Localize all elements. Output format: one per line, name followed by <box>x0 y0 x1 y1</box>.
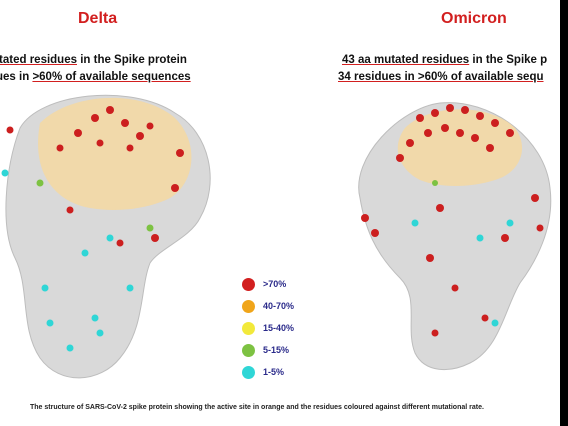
legend-item: 5-15% <box>242 340 332 360</box>
mutation-rate-legend: >70% 40-70% 15-40% 5-15% 1-5% <box>242 274 332 384</box>
delta-subtitle-line2: ues in >60% of available sequences <box>0 71 191 83</box>
window-edge <box>560 0 568 426</box>
green-dot-icon <box>242 343 255 357</box>
delta-line2-prefix: ues in <box>0 71 30 83</box>
orange-dot-icon <box>242 299 255 313</box>
delta-line1-rest: in the Spike protein <box>77 54 187 66</box>
legend-item: 1-5% <box>242 362 332 382</box>
legend-item: 40-70% <box>242 296 332 316</box>
omicron-spike-protein-image <box>358 102 552 371</box>
legend-label: 1-5% <box>263 367 285 377</box>
legend-item: 15-40% <box>242 318 332 338</box>
legend-item: >70% <box>242 274 332 294</box>
legend-label: 15-40% <box>263 323 295 333</box>
legend-label: 5-15% <box>263 345 290 355</box>
omicron-line1-rest: in the Spike p <box>469 54 548 66</box>
delta-line1-underlined: utated residues <box>0 54 77 66</box>
delta-subtitle-line1: utated residues in the Spike protein <box>0 54 187 66</box>
delta-spike-protein-image <box>1 94 211 379</box>
omicron-title: Omicron <box>441 10 507 27</box>
omicron-subtitle-line2: 34 residues in >60% of available sequ <box>338 71 544 83</box>
omicron-line1-underlined: 43 aa mutated residues <box>342 54 470 66</box>
omicron-subtitle-line1: 43 aa mutated residues in the Spike p <box>342 54 547 66</box>
omicron-line2-underlined: 34 residues in >60% of available sequ <box>338 71 544 83</box>
yellow-dot-icon <box>242 321 255 335</box>
legend-label: >70% <box>263 279 287 289</box>
red-dot-icon <box>242 277 255 291</box>
figure-caption: The structure of SARS-CoV-2 spike protei… <box>30 404 484 411</box>
cyan-dot-icon <box>242 365 255 379</box>
legend-label: 40-70% <box>263 301 295 311</box>
delta-title: Delta <box>78 10 118 27</box>
delta-line2-underlined: >60% of available sequences <box>32 71 191 83</box>
